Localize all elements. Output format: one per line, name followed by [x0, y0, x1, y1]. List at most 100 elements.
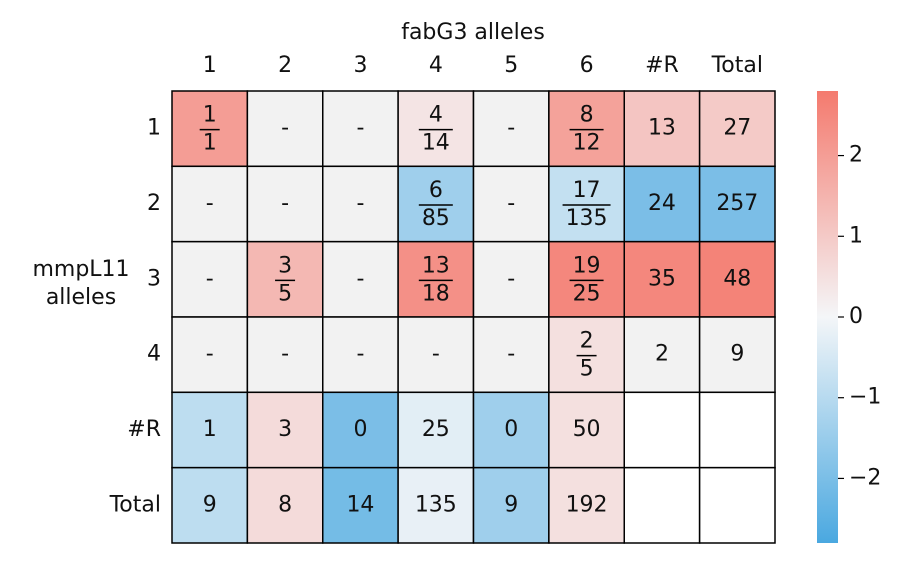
colorbar-tick-label: −2: [849, 465, 881, 490]
colorbar-tick-label: 2: [849, 143, 863, 168]
colorbar: [817, 91, 838, 543]
missing-cell: [246, 165, 324, 243]
cell-label: 14: [346, 492, 374, 517]
empty-cell: [698, 391, 776, 469]
cell-label: -: [281, 191, 289, 216]
x-tick-label: 5: [504, 53, 518, 78]
cell: [472, 391, 550, 469]
numerator: 19: [573, 253, 601, 278]
cell: [698, 90, 776, 168]
cell-label: 13: [648, 116, 676, 141]
numerator: 2: [580, 329, 594, 354]
cell: [171, 90, 249, 168]
cell-label: -: [356, 191, 364, 216]
missing-cell: [322, 240, 399, 318]
cell: [397, 466, 475, 544]
cell: [472, 466, 550, 544]
cell-label: 3: [278, 417, 292, 442]
cell-label: 135: [415, 492, 457, 517]
cell: [397, 165, 475, 243]
cell-label: 192: [566, 492, 608, 517]
cell-label: 257: [716, 191, 758, 216]
x-tick-label: 6: [580, 53, 594, 78]
cell-label: -: [206, 266, 214, 291]
y-tick-label: 4: [147, 342, 161, 367]
numerator: 4: [429, 103, 443, 128]
cell-label: -: [507, 191, 515, 216]
missing-cell: [623, 316, 701, 394]
colorbar-tick-label: 0: [849, 304, 863, 329]
cell-label: -: [507, 342, 515, 367]
y-tick-label: #R: [127, 417, 161, 442]
missing-cell: [322, 316, 399, 394]
cell-label: 50: [573, 417, 601, 442]
colorbar-tick-label: 1: [849, 223, 863, 248]
cell: [623, 90, 701, 168]
cell-label: 27: [723, 116, 751, 141]
cell-label: -: [206, 342, 214, 367]
cell: [548, 466, 625, 544]
denominator: 135: [566, 206, 608, 231]
cell-label: 25: [422, 417, 450, 442]
denominator: 12: [573, 131, 601, 156]
cell: [623, 240, 701, 318]
numerator: 1: [203, 103, 217, 128]
denominator: 18: [422, 281, 450, 306]
cell: [548, 165, 625, 243]
cell-label: 48: [723, 266, 751, 291]
cell: [548, 240, 625, 318]
cell-label: -: [432, 342, 440, 367]
cell: [548, 90, 625, 168]
cell-label: 24: [648, 191, 676, 216]
cell-label: -: [507, 266, 515, 291]
cell-label: -: [281, 116, 289, 141]
cell-label: -: [206, 191, 214, 216]
x-tick-label: 4: [429, 53, 443, 78]
cell-label: -: [356, 266, 364, 291]
denominator: 25: [573, 281, 601, 306]
y-tick-label: 2: [147, 191, 161, 216]
missing-cell: [171, 165, 249, 243]
cell-label: -: [356, 116, 364, 141]
y-tick-label: 1: [147, 116, 161, 141]
x-tick-label: Total: [711, 53, 763, 78]
denominator: 85: [422, 206, 450, 231]
x-tick-label: 3: [353, 53, 367, 78]
numerator: 3: [278, 253, 292, 278]
missing-cell: [322, 90, 399, 168]
numerator: 8: [580, 103, 594, 128]
empty-cell: [698, 466, 776, 544]
cell-label: 2: [655, 342, 669, 367]
y-tick-label: 3: [147, 266, 161, 291]
colorbar-tick-label: −1: [849, 385, 881, 410]
cell-label: -: [281, 342, 289, 367]
cell-label: 9: [504, 492, 518, 517]
cell-label: -: [356, 342, 364, 367]
cell-label: -: [507, 116, 515, 141]
cell-label: 9: [730, 342, 744, 367]
missing-cell: [322, 165, 399, 243]
numerator: 13: [422, 253, 450, 278]
cell-label: 0: [504, 417, 518, 442]
cell-label: 0: [353, 417, 367, 442]
y-axis-title: mmpL11 alleles: [32, 257, 130, 310]
missing-cell: [472, 165, 550, 243]
x-tick-label: #R: [645, 53, 679, 78]
missing-cell: [472, 240, 550, 318]
y-tick-label: Total: [109, 492, 161, 517]
empty-cell: [623, 466, 701, 544]
x-tick-label: 2: [278, 53, 292, 78]
denominator: 5: [278, 281, 292, 306]
x-tick-label: 1: [203, 53, 217, 78]
missing-cell: [171, 316, 249, 394]
empty-cell: [623, 391, 701, 469]
missing-cell: [397, 316, 475, 394]
denominator: 1: [203, 131, 217, 156]
denominator: 5: [580, 357, 594, 382]
x-axis-title: fabG3 alleles: [401, 20, 545, 45]
missing-cell: [246, 316, 324, 394]
denominator: 14: [422, 131, 450, 156]
cell-label: 1: [203, 417, 217, 442]
